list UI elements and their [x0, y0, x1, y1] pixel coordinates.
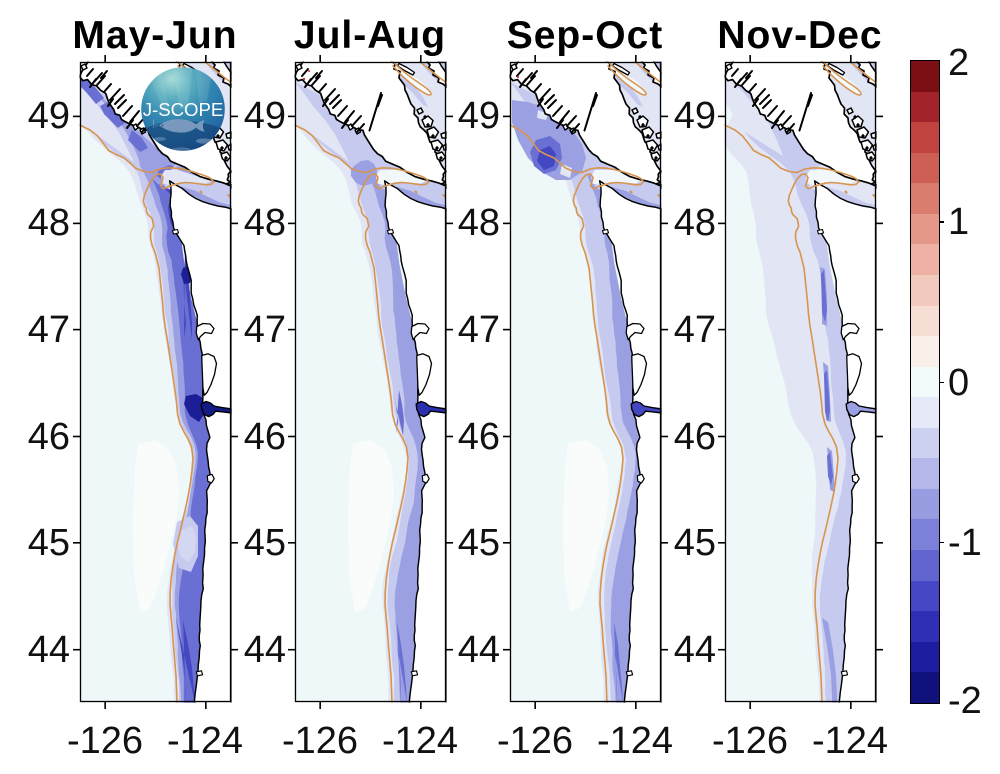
svg-text:J-SCOPE: J-SCOPE [143, 99, 224, 120]
